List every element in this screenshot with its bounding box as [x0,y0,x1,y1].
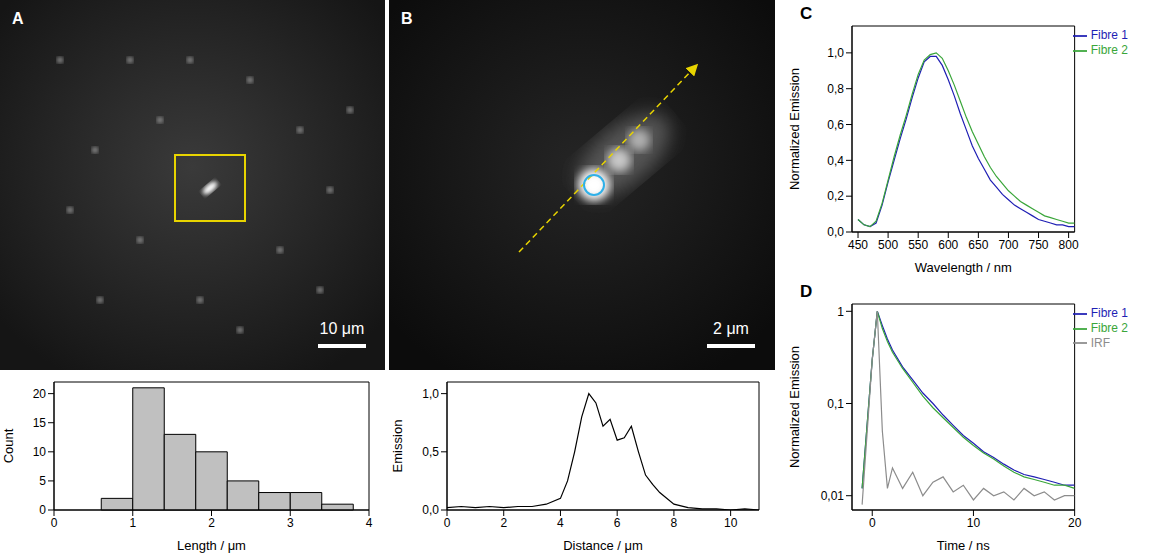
svg-text:5: 5 [39,474,46,488]
svg-text:0,6: 0,6 [827,118,844,132]
svg-text:0,1: 0,1 [827,397,844,411]
svg-text:10: 10 [33,445,47,459]
svg-text:2: 2 [500,516,507,530]
svg-text:750: 750 [1029,238,1049,252]
svg-text:0,8: 0,8 [827,82,844,96]
svg-text:20: 20 [33,387,47,401]
svg-text:600: 600 [938,238,958,252]
svg-text:500: 500 [878,238,898,252]
html-text:Fibre 2: Fibre 2 [1090,320,1128,335]
html-text:IRF: IRF [1090,335,1110,350]
svg-text:Normalized Emission: Normalized Emission [787,68,802,190]
svg-text:650: 650 [968,238,988,252]
svg-text:Emission: Emission [390,420,405,473]
svg-text:15: 15 [33,416,47,430]
svg-text:Normalized Emission: Normalized Emission [787,346,802,468]
svg-text:A: A [12,10,24,27]
svg-text:B: B [401,10,413,27]
svg-text:0,0: 0,0 [827,225,844,239]
svg-text:Wavelength / nm: Wavelength / nm [915,260,1012,275]
svg-text:1,0: 1,0 [422,387,439,401]
svg-text:20: 20 [1068,516,1082,530]
html-text:Fibre 2: Fibre 2 [1090,42,1128,57]
svg-text:700: 700 [998,238,1018,252]
svg-text:2: 2 [208,516,215,530]
html-text:Fibre 1: Fibre 1 [1090,28,1128,42]
svg-text:10: 10 [724,516,738,530]
svg-text:10: 10 [967,516,981,530]
svg-text:4: 4 [557,516,564,530]
svg-text:550: 550 [908,238,928,252]
html-text:Fibre 1: Fibre 1 [1090,306,1128,320]
svg-text:1: 1 [837,305,844,319]
svg-text:0: 0 [869,516,876,530]
html-text:C: C [800,4,813,23]
svg-text:0,2: 0,2 [827,189,844,203]
svg-text:0: 0 [444,516,451,530]
svg-text:0: 0 [51,516,58,530]
svg-text:10 μm: 10 μm [320,320,365,337]
svg-text:6: 6 [614,516,621,530]
svg-text:450: 450 [848,238,868,252]
svg-text:0,4: 0,4 [827,154,844,168]
svg-text:3: 3 [287,516,294,530]
svg-text:Length / μm: Length / μm [177,538,246,553]
svg-text:1: 1 [129,516,136,530]
svg-text:Distance / μm: Distance / μm [563,538,643,553]
svg-text:4: 4 [366,516,373,530]
svg-text:0,0: 0,0 [422,503,439,517]
svg-text:2 μm: 2 μm [713,320,749,337]
svg-text:800: 800 [1059,238,1079,252]
svg-text:0,01: 0,01 [821,489,845,503]
svg-text:1,0: 1,0 [827,46,844,60]
svg-text:Time / ns: Time / ns [937,538,990,553]
html-text:D: D [800,282,813,301]
svg-text:Count: Count [1,428,16,463]
svg-text:0: 0 [39,503,46,517]
svg-text:0,5: 0,5 [422,445,439,459]
svg-text:8: 8 [671,516,678,530]
